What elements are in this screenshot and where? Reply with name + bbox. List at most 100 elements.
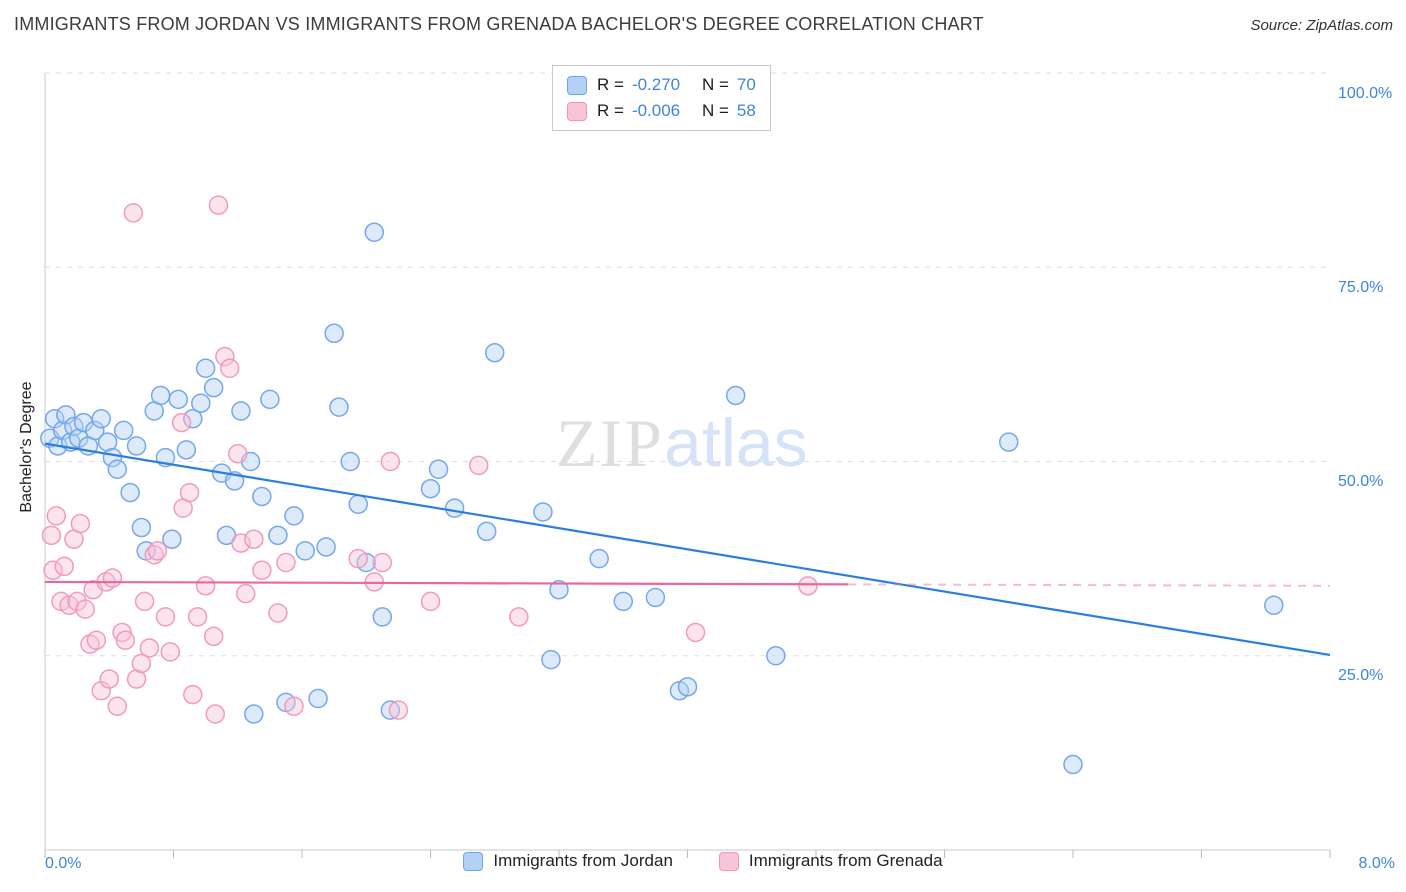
scatter-point-grenada (685, 622, 706, 643)
scatter-point-jordan (589, 548, 609, 569)
scatter-point-grenada (205, 704, 226, 724)
scatter-point-grenada (86, 630, 107, 650)
scatter-point-jordan (150, 385, 171, 406)
scatter-point-grenada (195, 576, 216, 596)
scatter-point-grenada (139, 638, 160, 658)
scatter-point-grenada (67, 591, 87, 612)
scatter-point-jordan (126, 436, 147, 456)
scatter-point-grenada (155, 607, 176, 627)
scatter-point-jordan (91, 409, 111, 429)
scatter-point-jordan (766, 646, 786, 666)
scatter-point-grenada (215, 346, 235, 367)
scatter-point-jordan (485, 342, 505, 363)
scatter-point-grenada (187, 607, 208, 627)
legend-row-jordan: R = -0.270 N = 70 (567, 75, 756, 95)
scatter-point-grenada (420, 591, 441, 612)
header: IMMIGRANTS FROM JORDAN VS IMMIGRANTS FRO… (14, 14, 1393, 35)
scatter-point-grenada (509, 607, 529, 627)
scatter-point-jordan (195, 358, 216, 379)
trend-line-jordan (44, 442, 1331, 657)
scatter-point-grenada (268, 603, 288, 623)
scatter-point-jordan (340, 451, 360, 472)
scatter-point-jordan (420, 478, 441, 499)
series-legend: Immigrants from Jordan Immigrants from G… (0, 851, 1406, 871)
scatter-point-jordan (324, 323, 344, 344)
scatter-point-grenada (75, 599, 95, 619)
y-axis-title: Bachelor's Degree (18, 381, 35, 513)
scatter-point-grenada (147, 541, 168, 561)
scatter-point-jordan (364, 222, 385, 243)
scatter-point-jordan (244, 704, 264, 724)
scatter-point-jordan (380, 700, 401, 720)
scatter-point-grenada (252, 560, 272, 581)
scatter-point-grenada (107, 696, 128, 717)
scatter-point-jordan (677, 677, 698, 697)
scatter-point-grenada (236, 583, 256, 604)
grenada-legend-label: Immigrants from Grenada (748, 851, 943, 870)
scatter-point-grenada (102, 568, 123, 588)
scatter-point-jordan (541, 649, 561, 670)
scatter-point-jordan (329, 397, 349, 417)
scatter-point-grenada (348, 548, 368, 569)
scatter-point-jordan (64, 416, 84, 437)
scatter-point-jordan (295, 541, 315, 561)
scatter-point-grenada (228, 443, 248, 464)
scatter-point-jordan (284, 506, 304, 526)
scatter-point-grenada (388, 700, 409, 720)
scatter-point-grenada (160, 642, 181, 662)
scatter-point-grenada (171, 412, 192, 433)
n-label-jordan: N = (701, 75, 729, 94)
scatter-point-grenada (43, 560, 63, 581)
scatter-point-jordan (444, 498, 465, 518)
scatter-point-grenada (219, 358, 240, 379)
scatter-point-jordan (428, 459, 449, 480)
scatter-point-jordan (725, 385, 746, 406)
scatter-point-jordan (107, 459, 128, 480)
scatter-point-grenada (244, 529, 264, 549)
scatter-point-jordan (203, 377, 224, 398)
scatter-point-grenada (203, 626, 224, 647)
source-attribution: Source: ZipAtlas.com (1250, 17, 1393, 34)
scatter-point-grenada (468, 455, 489, 476)
scatter-point-jordan (348, 494, 368, 514)
scatter-point-grenada (115, 630, 136, 650)
y-tick-label-100: 100.0% (1338, 85, 1393, 102)
scatter-point-jordan (1264, 595, 1284, 615)
scatter-point-jordan (1063, 754, 1083, 775)
scatter-point-jordan (113, 420, 134, 441)
scatter-point-grenada (134, 591, 155, 612)
scatter-point-jordan (533, 502, 553, 522)
scatter-point-grenada (276, 552, 296, 573)
scatter-point-jordan (316, 537, 336, 557)
scatter-point-jordan (85, 420, 105, 441)
y-tick-label-75: 75.0% (1338, 279, 1384, 296)
scatter-point-grenada (99, 669, 119, 689)
correlation-legend: R = -0.270 N = 70 R = -0.006 N = 58 (552, 65, 771, 131)
scatter-point-grenada (46, 506, 66, 526)
scatter-point-jordan (372, 607, 393, 627)
r-value-grenada: -0.006 (631, 101, 681, 120)
legend-row-grenada: R = -0.006 N = 58 (567, 101, 756, 121)
scatter-point-grenada (70, 513, 91, 534)
scatter-point-jordan (549, 579, 569, 600)
r-label-grenada: R = (597, 101, 624, 120)
x-axis-min-label: 0.0% (45, 855, 82, 872)
x-axis-max-label: 8.0% (1358, 855, 1395, 872)
scatter-point-jordan (252, 486, 272, 507)
scatter-point-jordan (97, 432, 118, 452)
scatter-point-jordan (308, 688, 328, 709)
n-label-grenada: N = (701, 101, 729, 120)
grenada-legend-swatch (718, 851, 739, 871)
legend-item-jordan: Immigrants from Jordan (463, 851, 673, 871)
scatter-point-grenada (372, 552, 393, 573)
scatter-point-grenada (126, 669, 147, 689)
scatter-point-grenada (183, 684, 203, 705)
scatter-point-jordan (131, 517, 152, 538)
scatter-point-jordan (191, 393, 211, 413)
y-tick-label-50: 50.0% (1338, 473, 1384, 490)
n-value-jordan: 70 (736, 75, 756, 94)
n-value-grenada: 58 (736, 101, 756, 120)
scatter-point-grenada (123, 203, 144, 223)
